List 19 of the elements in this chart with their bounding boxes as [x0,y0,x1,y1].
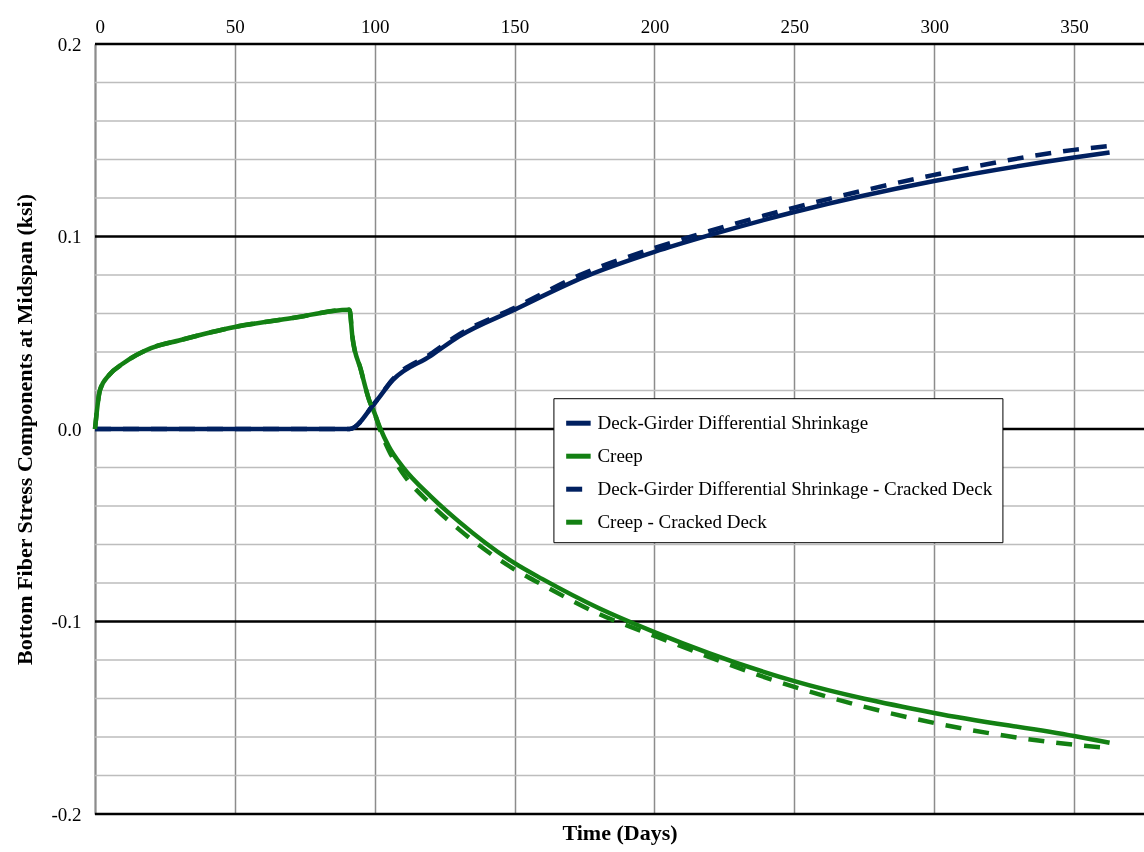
legend-label: Deck-Girder Differential Shrinkage [597,412,869,434]
y-tick-label: 0.1 [57,226,82,247]
legend-label: Deck-Girder Differential Shrinkage - Cracked Deck [597,478,993,500]
x-tick-label: 200 [640,15,670,37]
legend-label: Creep [597,445,643,467]
y-axis-title: Bottom Fiber Stress Components at Midspan (ksi) [12,194,38,665]
x-tick-label: 300 [920,15,949,37]
y-tick-label: -0.1 [51,611,82,632]
x-tick-label: 50 [225,15,245,37]
y-tick-label: 0.2 [57,33,82,55]
y-tick-label: 0.0 [57,418,82,440]
x-tick-label: 100 [360,15,390,37]
y-tick-label: -0.2 [51,803,82,825]
x-tick-label: 350 [1060,15,1089,37]
x-tick-label: 250 [780,15,810,37]
x-tick-label: 150 [500,15,530,37]
x-axis-title: Time (Days) [562,819,678,845]
x-tick-label: 0 [95,15,105,37]
legend-label: Creep - Cracked Deck [597,511,768,533]
